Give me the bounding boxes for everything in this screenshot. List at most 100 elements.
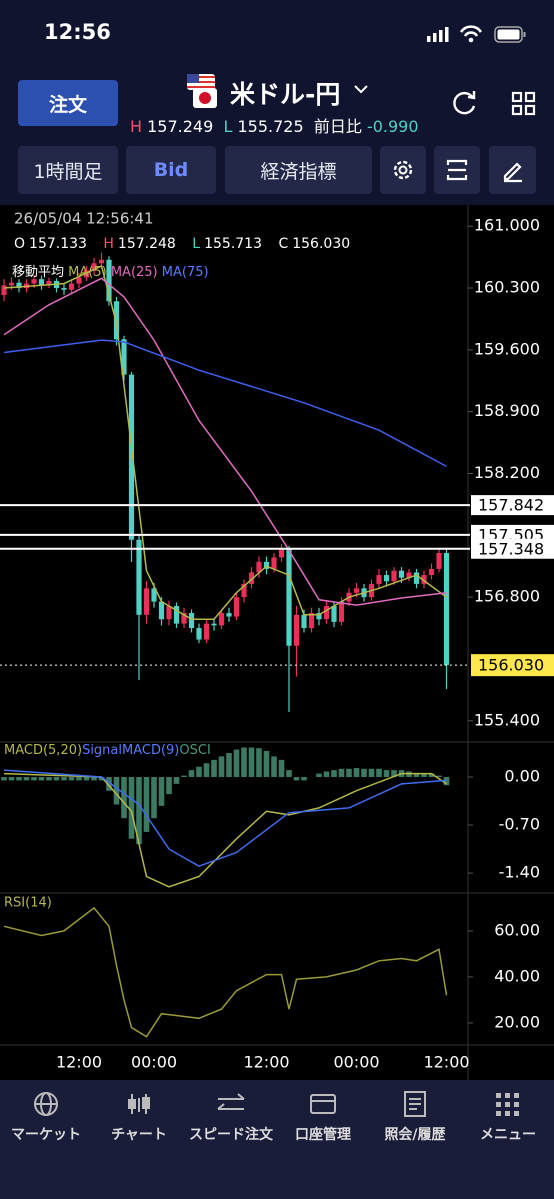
candle-body bbox=[8, 282, 15, 286]
osci-bar bbox=[421, 773, 427, 778]
candle-body bbox=[308, 613, 315, 629]
price-type-button[interactable]: Bid bbox=[126, 146, 216, 194]
pair-name[interactable]: 米ドル-円 bbox=[230, 80, 341, 109]
osci-bar bbox=[353, 768, 360, 778]
osci-bar bbox=[53, 777, 60, 781]
candle-body bbox=[376, 575, 382, 584]
candle-body bbox=[113, 301, 120, 340]
indicators-button[interactable]: 経済指標 bbox=[225, 146, 372, 194]
x-tick-label: 12:00 bbox=[56, 1053, 102, 1072]
y-tick-label: 60.00 bbox=[494, 920, 540, 939]
candle-body bbox=[203, 623, 210, 640]
refresh-icon[interactable] bbox=[450, 88, 480, 118]
osci-bar bbox=[46, 777, 52, 781]
indicator-line bbox=[3, 339, 447, 468]
osci-bar bbox=[301, 777, 307, 781]
candle-body bbox=[443, 552, 450, 666]
osci-bar bbox=[23, 777, 30, 781]
y-tick-label: 0.00 bbox=[504, 767, 540, 786]
settings-button[interactable] bbox=[380, 146, 426, 194]
nav-icons bbox=[34, 1091, 519, 1117]
osci-bar bbox=[8, 777, 15, 781]
currency-flags bbox=[187, 74, 217, 108]
pair-dropdown[interactable] bbox=[352, 82, 370, 96]
high-label: H bbox=[103, 236, 114, 252]
price-line-tag bbox=[471, 495, 554, 516]
candle-body bbox=[286, 548, 292, 646]
legend-entry: MA(25) bbox=[111, 265, 158, 280]
candle-body bbox=[46, 280, 52, 286]
candle-body bbox=[428, 568, 435, 576]
candle-body bbox=[68, 283, 75, 290]
nav-item[interactable]: メニュー bbox=[480, 1127, 536, 1143]
candle-body bbox=[263, 561, 270, 569]
osci-bar bbox=[143, 777, 150, 832]
osci-bar bbox=[218, 756, 225, 778]
nav-item[interactable]: 口座管理 bbox=[295, 1127, 351, 1143]
order-button[interactable]: 注文 bbox=[18, 80, 118, 126]
status-time: 12:56 bbox=[44, 20, 111, 44]
rsi-legend: RSI(14) bbox=[4, 896, 52, 911]
candle-body bbox=[226, 613, 232, 617]
candle-body bbox=[331, 605, 337, 622]
timeframe-button[interactable]: 1時間足 bbox=[18, 146, 118, 194]
current-price-tag bbox=[471, 654, 554, 677]
osci-bar bbox=[128, 777, 135, 839]
candle-body bbox=[98, 259, 105, 264]
x-tick-label: 00:00 bbox=[333, 1053, 379, 1072]
candle-body bbox=[136, 539, 142, 615]
osci-bar bbox=[83, 777, 90, 781]
nav-item[interactable]: スピード注文 bbox=[189, 1127, 273, 1143]
candle-body bbox=[76, 277, 82, 284]
indicator-line bbox=[3, 277, 447, 606]
osci-bar bbox=[211, 759, 217, 778]
osci-bar bbox=[91, 777, 97, 781]
nav-item[interactable]: 照会/履歴 bbox=[384, 1127, 446, 1143]
candle-body bbox=[211, 623, 217, 626]
candle-body bbox=[121, 339, 127, 375]
candle-body bbox=[316, 613, 322, 620]
candle-body bbox=[353, 588, 360, 593]
candle-body bbox=[181, 613, 187, 624]
osci-bar bbox=[368, 768, 375, 778]
current-price-label: 156.030 bbox=[478, 656, 544, 675]
candle-body bbox=[83, 270, 90, 278]
osci-bar bbox=[181, 775, 187, 778]
y-tick-label: 161.000 bbox=[474, 216, 540, 235]
osci-bar bbox=[76, 777, 82, 781]
candle-body bbox=[16, 282, 22, 289]
candle-body bbox=[128, 374, 135, 540]
candle-body bbox=[436, 552, 442, 569]
candle-body bbox=[233, 597, 240, 617]
candle-body bbox=[256, 561, 262, 573]
high-value: 157.248 bbox=[118, 236, 176, 252]
low-value: 155.713 bbox=[204, 236, 262, 252]
osci-bar bbox=[98, 777, 105, 781]
osci-bar bbox=[376, 768, 382, 778]
chart-timestamp: 26/05/04 12:56:41 bbox=[14, 210, 154, 228]
candle-body bbox=[143, 588, 150, 615]
candle-body bbox=[38, 279, 45, 286]
nav-item[interactable]: チャート bbox=[111, 1127, 167, 1143]
indicator-line bbox=[3, 769, 447, 868]
osci-bar bbox=[106, 777, 112, 791]
layout-icon[interactable] bbox=[510, 90, 538, 118]
y-tick-label: 20.00 bbox=[494, 1012, 540, 1031]
osci-bar bbox=[38, 777, 45, 781]
osci-bar bbox=[293, 777, 300, 781]
nav-item[interactable]: マーケット bbox=[11, 1127, 81, 1143]
osci-bar bbox=[31, 777, 37, 781]
candle-body bbox=[166, 605, 172, 620]
draw-tools-button[interactable] bbox=[434, 146, 480, 194]
candle-body bbox=[301, 614, 307, 629]
high-value: 157.249 bbox=[147, 117, 214, 136]
osci-bar bbox=[331, 770, 337, 778]
pencil-button[interactable] bbox=[489, 146, 536, 194]
candle-body bbox=[383, 575, 390, 582]
y-tick-label: 159.600 bbox=[474, 339, 540, 358]
osci-bar bbox=[361, 768, 367, 778]
osci-bar bbox=[188, 770, 195, 778]
osci-bar bbox=[428, 773, 435, 778]
osci-bar bbox=[391, 770, 397, 778]
osci-bar bbox=[383, 770, 390, 778]
